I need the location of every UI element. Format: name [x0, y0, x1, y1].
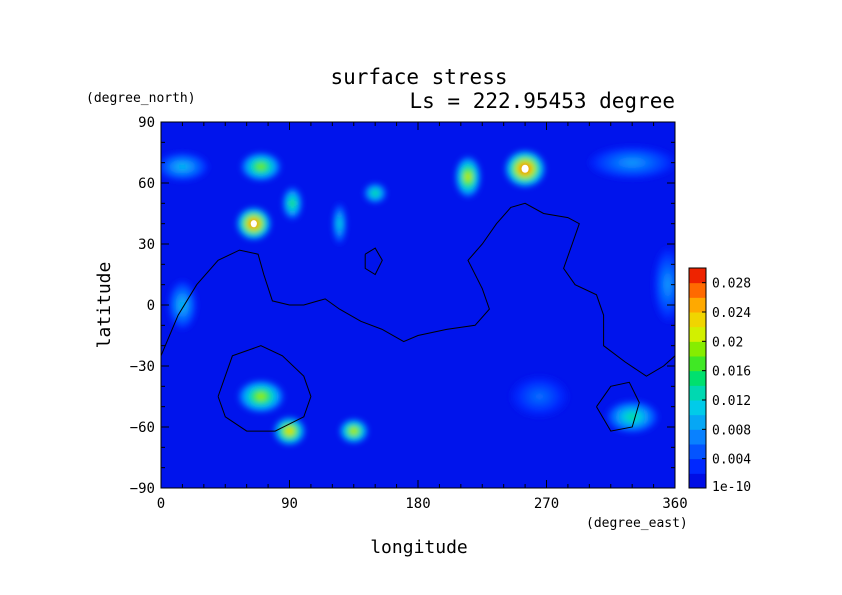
coastline-contour-0: [161, 202, 675, 377]
colorbar-min-label: 1e-10: [712, 480, 751, 495]
y-tick-label: 60: [138, 176, 155, 192]
y-tick-label: 0: [147, 298, 155, 314]
colorbar-band: [689, 385, 706, 401]
colorbar: 1e-10 0.004 0.008 0.012 0.016 0.02 0.024 0.028: [688, 267, 751, 495]
field-feature-1: [257, 164, 265, 170]
colorbar-band: [689, 341, 706, 357]
colorbar-band: [689, 297, 706, 313]
field-feature-3: [290, 200, 295, 207]
x-tick-label: 360: [662, 496, 687, 512]
x-tick-label: 270: [534, 496, 559, 512]
coastline-contour-3: [364, 247, 383, 276]
colorbar-tick-label: 0.004: [712, 453, 751, 468]
x-tick-label: 180: [405, 496, 430, 512]
colorbar-band: [689, 473, 706, 489]
x-axis-label: longitude: [370, 537, 468, 558]
field-peak-2: [250, 220, 257, 228]
colorbar-tick-label: 0.02: [712, 335, 743, 350]
colorbar-band: [689, 268, 706, 284]
y-tick-label: −60: [130, 420, 155, 436]
x-tick-label: 90: [281, 496, 298, 512]
y-tick-label: −90: [130, 481, 155, 497]
x-tick-label: 0: [157, 496, 165, 512]
colorbar-band: [689, 458, 706, 474]
field-feature-12: [286, 428, 293, 434]
colorbar-tick-label: 0.008: [712, 423, 751, 438]
colorbar-tick-label: 0.012: [712, 394, 751, 409]
stress-field: [161, 122, 675, 488]
y-tick-label: −30: [130, 359, 155, 375]
colorbar-band: [689, 282, 706, 298]
y-axis-label: latitude: [94, 262, 115, 349]
field-feature-13: [351, 429, 357, 434]
field-peak-7: [521, 164, 529, 173]
coastline-contour-2: [596, 381, 640, 432]
field-feature-11: [257, 393, 265, 400]
colorbar-tick-label: 0.016: [712, 365, 751, 380]
field-feature-9: [665, 278, 671, 291]
colorbar-tick-label: 0.028: [712, 277, 751, 292]
colorbar-band: [689, 429, 706, 445]
y-tick-label: 90: [138, 115, 155, 131]
colorbar-band: [689, 370, 706, 386]
field-feature-0: [178, 164, 187, 170]
chart-title: surface stress: [330, 65, 507, 89]
y-tick-label: 30: [138, 237, 155, 253]
field-feature-15: [534, 393, 545, 400]
field-feature-8: [625, 159, 640, 166]
field-feature-5: [373, 191, 378, 195]
field-background: [161, 122, 675, 488]
x-unit-label: (degree_east): [586, 516, 688, 531]
chart-subtitle: Ls = 222.95453 degree: [409, 89, 675, 113]
colorbar-band: [689, 414, 706, 430]
field-feature-6: [465, 173, 471, 181]
colorbar-band: [689, 326, 706, 342]
colorbar-band: [689, 356, 706, 372]
coastline-contour-1: [217, 345, 312, 432]
colorbar-band: [689, 400, 706, 416]
axes: 0 90 180 270 360 −90 −60 −30 0 30 60 90: [130, 115, 688, 512]
colorbar-band: [689, 312, 706, 328]
coastline-contours: [161, 202, 675, 432]
y-unit-label: (degree_north): [86, 91, 196, 106]
field-feature-4: [338, 220, 341, 228]
colorbar-frame: [688, 267, 707, 489]
colorbar-band: [689, 444, 706, 460]
colorbar-tick-label: 0.024: [712, 306, 751, 321]
